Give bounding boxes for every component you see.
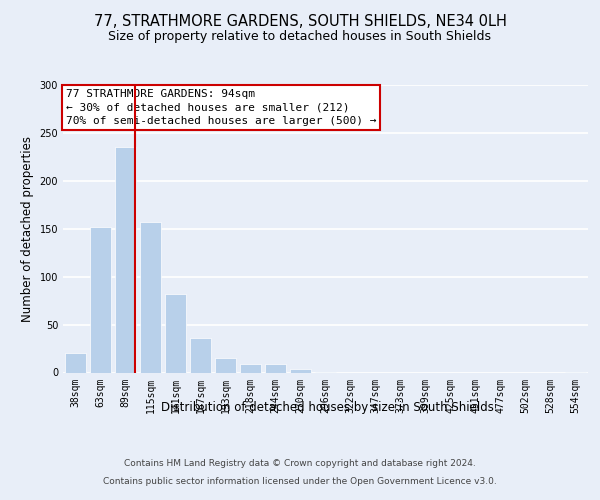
Bar [165,294,186,372]
Bar [215,358,236,372]
Bar [115,148,136,372]
Text: 77, STRATHMORE GARDENS, SOUTH SHIELDS, NE34 0LH: 77, STRATHMORE GARDENS, SOUTH SHIELDS, N… [94,14,506,29]
Bar [190,338,211,372]
Bar [140,222,161,372]
Text: 77 STRATHMORE GARDENS: 94sqm
← 30% of detached houses are smaller (212)
70% of s: 77 STRATHMORE GARDENS: 94sqm ← 30% of de… [65,90,376,126]
Text: Contains public sector information licensed under the Open Government Licence v3: Contains public sector information licen… [103,476,497,486]
Bar [65,354,86,372]
Text: Size of property relative to detached houses in South Shields: Size of property relative to detached ho… [109,30,491,43]
Text: Distribution of detached houses by size in South Shields: Distribution of detached houses by size … [161,401,493,414]
Bar [265,364,286,372]
Bar [240,364,261,372]
Bar [90,227,111,372]
Bar [290,368,311,372]
Y-axis label: Number of detached properties: Number of detached properties [21,136,34,322]
Text: Contains HM Land Registry data © Crown copyright and database right 2024.: Contains HM Land Registry data © Crown c… [124,460,476,468]
